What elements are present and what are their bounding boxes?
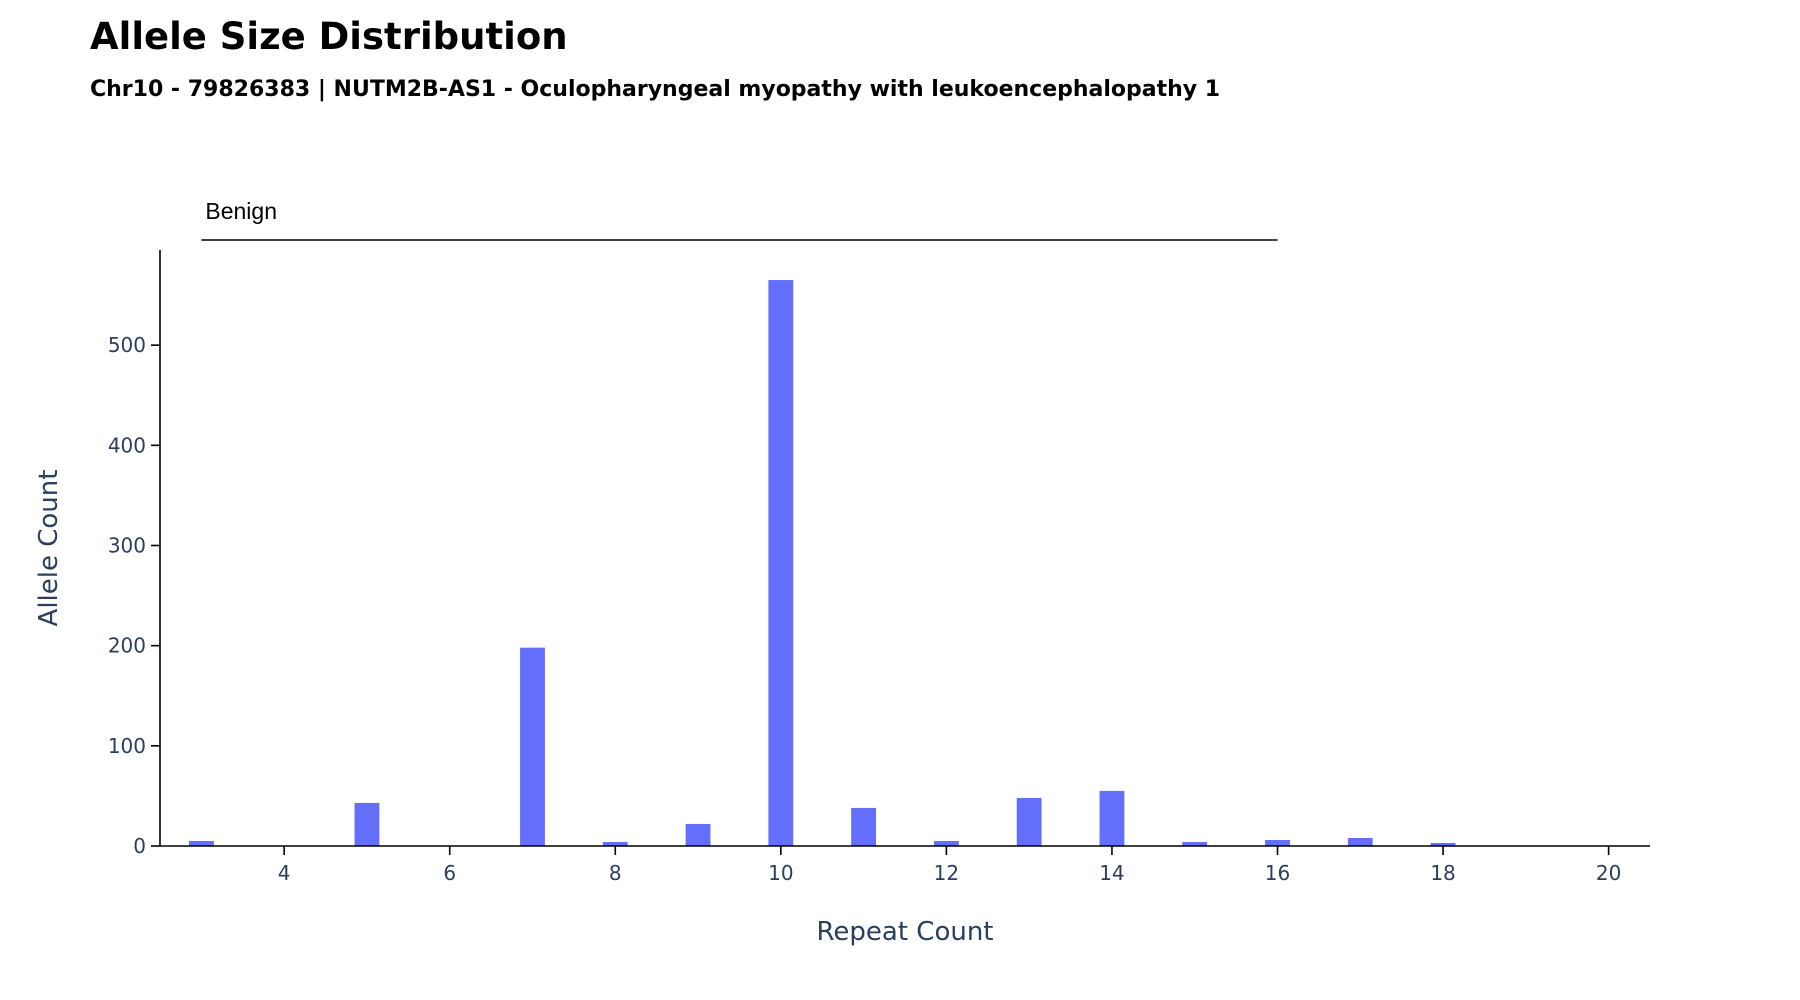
range-annotations: Benign <box>201 198 1278 241</box>
range-label-benign: Benign <box>205 198 277 224</box>
x-tick-label: 12 <box>934 861 959 885</box>
bar-repeat-15[interactable] <box>1182 841 1208 846</box>
x-tick-label: 4 <box>278 861 291 885</box>
x-tick-label: 10 <box>768 861 793 885</box>
y-axis-ticks: 0 100 200 300 400 500 <box>108 333 160 858</box>
chart-title: Allele Size Distribution <box>90 15 568 58</box>
x-tick-label: 16 <box>1265 861 1290 885</box>
x-tick-label: 8 <box>609 861 622 885</box>
bar-repeat-11[interactable] <box>851 807 877 846</box>
y-axis-title: Allele Count <box>34 470 64 627</box>
bar-repeat-16[interactable] <box>1265 839 1290 846</box>
bar-repeat-7[interactable] <box>520 647 545 846</box>
bar-repeat-3[interactable] <box>188 840 214 846</box>
bar-series <box>188 280 1456 846</box>
bar-repeat-14[interactable] <box>1099 790 1125 846</box>
bar-repeat-10[interactable] <box>768 280 794 846</box>
y-tick-label: 0 <box>133 834 146 858</box>
y-tick-label: 300 <box>108 533 146 557</box>
y-tick-label: 100 <box>108 734 146 758</box>
x-tick-label: 18 <box>1430 861 1455 885</box>
bar-repeat-12[interactable] <box>933 840 959 846</box>
y-tick-label: 200 <box>108 634 146 658</box>
bar-repeat-8[interactable] <box>602 841 628 846</box>
bar-repeat-5[interactable] <box>354 802 380 846</box>
chart-subtitle: Chr10 - 79826383 | NUTM2B-AS1 - Oculopha… <box>90 77 1220 102</box>
x-tick-label: 14 <box>1099 861 1124 885</box>
bar-repeat-13[interactable] <box>1016 797 1042 846</box>
bar-repeat-18[interactable] <box>1430 842 1456 846</box>
x-tick-label: 20 <box>1596 861 1621 885</box>
bar-repeat-9[interactable] <box>685 823 711 846</box>
x-tick-label: 6 <box>443 861 456 885</box>
y-tick-label: 500 <box>108 333 146 357</box>
y-tick-label: 400 <box>108 433 146 457</box>
x-axis-ticks: 4 6 8 10 12 14 16 18 20 <box>278 846 1621 885</box>
x-axis-title: Repeat Count <box>817 917 994 947</box>
bar-repeat-17[interactable] <box>1347 837 1373 846</box>
